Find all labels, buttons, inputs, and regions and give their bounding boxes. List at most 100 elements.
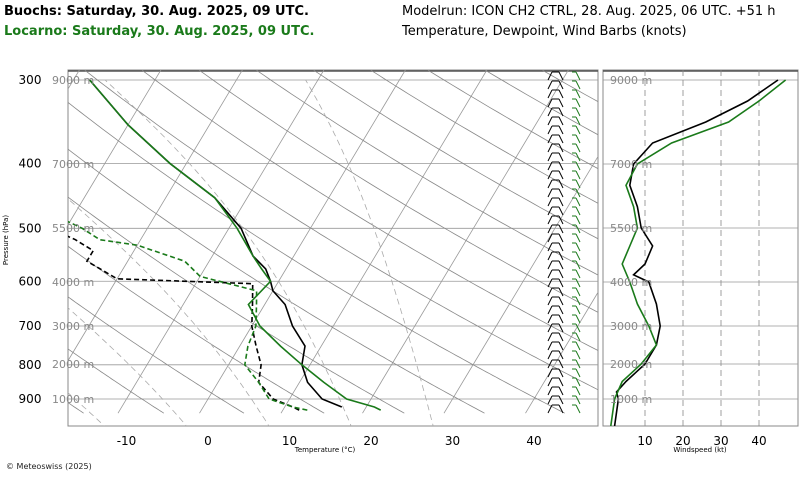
wind-barb — [575, 377, 581, 387]
wind-barb — [558, 71, 564, 81]
wind-barb — [547, 161, 553, 171]
wind-barb — [558, 152, 564, 162]
isotherm — [199, 70, 406, 414]
moist-adiabat — [68, 392, 105, 426]
wind-barb — [575, 260, 581, 270]
wind-barb — [575, 197, 581, 207]
wind-barb — [575, 395, 581, 405]
station-buochs-title: Buochs: Saturday, 30. Aug. 2025, 09 UTC. — [4, 4, 309, 19]
wind-barb — [547, 269, 553, 279]
wind-barb — [547, 80, 553, 90]
wind-barb — [558, 89, 564, 99]
wind-barb — [547, 134, 553, 144]
wind-barb — [558, 278, 564, 288]
main-frame — [67, 69, 599, 427]
windspeed-tick-label: 20 — [675, 434, 690, 448]
moist-adiabat — [68, 307, 188, 426]
temperature-tick-label: -10 — [117, 434, 137, 448]
wind-height-label: 5500 m — [610, 222, 652, 235]
wind-barb — [575, 80, 581, 90]
wind-barb — [547, 71, 553, 81]
wind-barb — [558, 359, 564, 369]
wind-barb — [558, 179, 564, 189]
wind-barb — [547, 242, 553, 252]
wind-barb — [547, 341, 553, 351]
wind-barb — [575, 404, 581, 414]
copyright: © Meteoswiss (2025) — [6, 462, 92, 471]
isotherm — [68, 70, 243, 362]
wind-barb — [575, 152, 581, 162]
temperature-axis-label: Temperature (°C) — [294, 446, 356, 454]
wind-barb — [558, 368, 564, 378]
wind-barb — [558, 143, 564, 153]
wind-barb — [575, 233, 581, 243]
wind-barb — [558, 287, 564, 297]
dry-adiabat — [256, 70, 598, 276]
wind-barb — [558, 404, 564, 414]
wind-height-label: 9000 m — [610, 74, 652, 87]
wind-barb — [575, 251, 581, 261]
wind-barb — [547, 224, 553, 234]
wind-barb — [575, 305, 581, 315]
wind-barb — [547, 251, 553, 261]
wind-barb — [547, 143, 553, 153]
wind-barb — [575, 341, 581, 351]
station-locarno-title: Locarno: Saturday, 30. Aug. 2025, 09 UTC… — [4, 24, 315, 39]
wind-barb — [547, 107, 553, 117]
wind-barb — [575, 98, 581, 108]
wind-barb — [558, 341, 564, 351]
isotherm — [525, 291, 598, 414]
wind-barb — [547, 206, 553, 216]
height-label: 5500 m — [52, 222, 94, 235]
wind-barb — [547, 233, 553, 243]
windspeed-tick-label: 30 — [713, 434, 728, 448]
wind-barb — [558, 350, 564, 360]
wind-barb — [547, 323, 553, 333]
wind-barb — [575, 215, 581, 225]
wind-barb — [575, 161, 581, 171]
wind-barb — [547, 278, 553, 288]
modelrun-info: Modelrun: ICON CH2 CTRL, 28. Aug. 2025, … — [402, 4, 776, 19]
pressure-tick-label: 300 — [19, 73, 42, 87]
wind-barb — [558, 188, 564, 198]
wind-barb — [547, 188, 553, 198]
wind-barb — [547, 350, 553, 360]
wind-barb — [575, 269, 581, 279]
wind-barb — [558, 116, 564, 126]
temperature-tick-label: 0 — [204, 434, 212, 448]
wind-barb — [547, 152, 553, 162]
wind-barb — [575, 314, 581, 324]
pressure-tick-label: 900 — [19, 392, 42, 406]
dry-adiabat — [427, 70, 598, 170]
wind-barb — [575, 143, 581, 153]
wind-barb — [547, 260, 553, 270]
pressure-tick-label: 500 — [19, 221, 42, 235]
wind-barb — [547, 98, 553, 108]
wind-barb — [547, 89, 553, 99]
buochs-windspeed-line — [613, 79, 779, 426]
pressure-tick-label: 700 — [19, 319, 42, 333]
height-label: 1000 m — [52, 393, 94, 406]
wind-barb — [547, 296, 553, 306]
wind-barb — [547, 125, 553, 135]
isotherm — [688, 68, 800, 413]
wind-barb — [558, 332, 564, 342]
height-label: 4000 m — [52, 276, 94, 289]
wind-height-label: 4000 m — [610, 276, 652, 289]
wind-barb — [558, 386, 564, 396]
wind-barb — [558, 80, 564, 90]
wind-height-label: 7000 m — [610, 158, 652, 171]
isotherm — [280, 70, 488, 414]
dry-adiabat — [141, 70, 598, 351]
height-label: 2000 m — [52, 358, 94, 371]
wind-barb — [547, 170, 553, 180]
dry-adiabat — [68, 148, 485, 414]
temperature-tick-label: 20 — [363, 434, 378, 448]
wind-barb — [575, 134, 581, 144]
wind-barb — [575, 278, 581, 288]
wind-barb — [547, 197, 553, 207]
wind-barb — [558, 224, 564, 234]
wind-barb — [558, 314, 564, 324]
wind-barb — [547, 179, 553, 189]
wind-barb — [547, 395, 553, 405]
